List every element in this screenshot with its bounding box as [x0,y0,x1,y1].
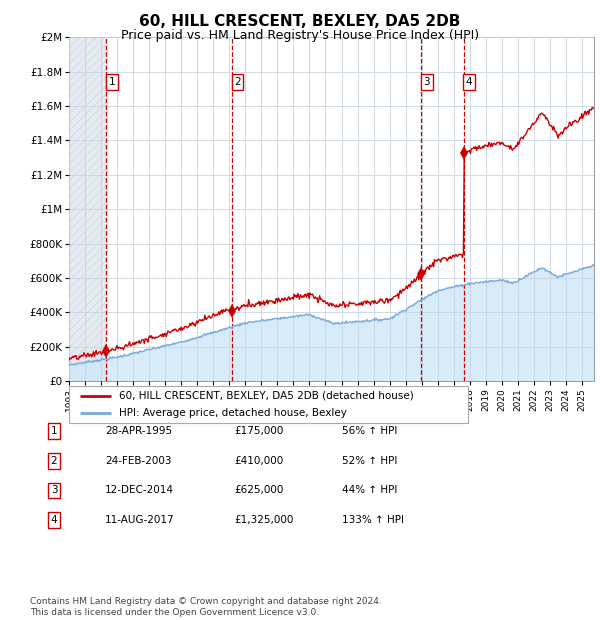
Text: 3: 3 [50,485,58,495]
Text: 60, HILL CRESCENT, BEXLEY, DA5 2DB (detached house): 60, HILL CRESCENT, BEXLEY, DA5 2DB (deta… [119,391,413,401]
Text: £175,000: £175,000 [234,426,283,436]
Text: 3: 3 [423,77,430,87]
Text: £625,000: £625,000 [234,485,283,495]
Text: £1,325,000: £1,325,000 [234,515,293,525]
Text: 4: 4 [466,77,473,87]
Text: 133% ↑ HPI: 133% ↑ HPI [342,515,404,525]
Text: 24-FEB-2003: 24-FEB-2003 [105,456,172,466]
Text: £410,000: £410,000 [234,456,283,466]
Text: 4: 4 [50,515,58,525]
Text: 2: 2 [234,77,241,87]
Bar [69,37,106,381]
Text: Contains HM Land Registry data © Crown copyright and database right 2024.
This d: Contains HM Land Registry data © Crown c… [30,598,382,617]
Text: 28-APR-1995: 28-APR-1995 [105,426,172,436]
Text: 60, HILL CRESCENT, BEXLEY, DA5 2DB: 60, HILL CRESCENT, BEXLEY, DA5 2DB [139,14,461,29]
Text: 2: 2 [50,456,58,466]
Text: 56% ↑ HPI: 56% ↑ HPI [342,426,397,436]
Text: 12-DEC-2014: 12-DEC-2014 [105,485,174,495]
Text: HPI: Average price, detached house, Bexley: HPI: Average price, detached house, Bexl… [119,408,347,418]
Text: 44% ↑ HPI: 44% ↑ HPI [342,485,397,495]
FancyBboxPatch shape [69,386,468,423]
Text: 52% ↑ HPI: 52% ↑ HPI [342,456,397,466]
Text: 1: 1 [50,426,58,436]
Text: 1: 1 [109,77,115,87]
Text: 11-AUG-2017: 11-AUG-2017 [105,515,175,525]
Text: Price paid vs. HM Land Registry's House Price Index (HPI): Price paid vs. HM Land Registry's House … [121,29,479,42]
